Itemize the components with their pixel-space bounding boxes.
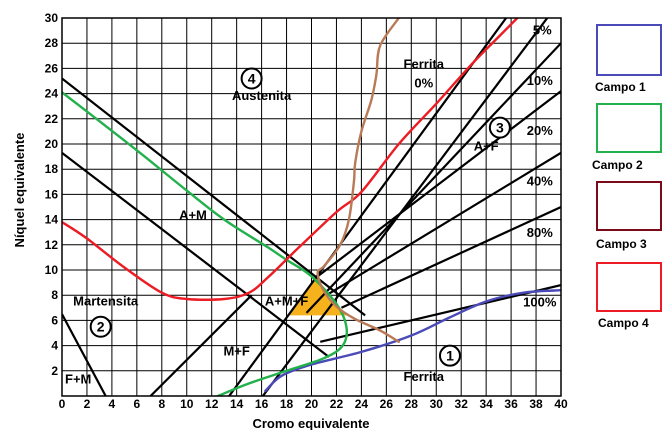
legend-label-campo-3: Campo 3	[596, 237, 647, 251]
boundary-line-f-m-boundary	[62, 313, 107, 396]
legend-label-campo-4: Campo 4	[598, 316, 649, 330]
region-label: 20%	[527, 123, 553, 138]
x-tick-label: 34	[479, 397, 493, 411]
boundary-line-a-m-m-f	[62, 151, 330, 358]
legend-swatch-campo-3	[596, 181, 662, 231]
curve-campo-2	[62, 91, 349, 396]
x-tick-label: 30	[430, 397, 444, 411]
region-label: F+M	[65, 371, 91, 386]
curve-brown	[316, 18, 400, 343]
y-tick-label: 26	[45, 61, 59, 75]
region-label: 40%	[527, 174, 553, 189]
legend-swatch-campo-1	[596, 24, 662, 76]
x-tick-label: 26	[380, 397, 394, 411]
region-label: 80%	[527, 225, 553, 240]
x-tick-label: 28	[405, 397, 419, 411]
y-tick-label: 16	[45, 187, 59, 201]
x-tick-label: 40	[554, 397, 568, 411]
legend-label-campo-1: Campo 1	[595, 80, 646, 94]
boundary-line-20	[317, 90, 561, 278]
region-label: 0%	[414, 75, 433, 90]
region-marker-number: 2	[97, 319, 105, 335]
x-tick-label: 38	[529, 397, 543, 411]
legend-swatch-campo-4	[596, 262, 662, 312]
region-label: 5%	[533, 22, 552, 37]
plot-frame	[61, 17, 562, 397]
y-tick-label: 12	[45, 238, 59, 252]
x-tick-label: 12	[205, 397, 219, 411]
x-tick-label: 32	[455, 397, 469, 411]
y-tick-label: 2	[51, 364, 58, 378]
x-tick-label: 0	[59, 397, 66, 411]
region-label: Martensita	[73, 293, 139, 308]
x-tick-label: 36	[504, 397, 518, 411]
x-tick-label: 6	[134, 397, 141, 411]
x-tick-label: 2	[84, 397, 91, 411]
x-tick-label: 14	[230, 397, 244, 411]
region-label: Austenita	[232, 88, 292, 103]
y-tick-label: 10	[45, 263, 59, 277]
region-marker-number: 4	[248, 70, 256, 86]
y-tick-label: 24	[45, 87, 59, 101]
x-tick-label: 18	[280, 397, 294, 411]
boundary-line-100	[319, 284, 561, 343]
region-label: 100%	[523, 295, 557, 310]
region-marker-circle	[240, 67, 263, 90]
x-tick-label: 8	[158, 397, 165, 411]
x-tick-label: 20	[305, 397, 319, 411]
x-tick-label: 4	[109, 397, 116, 411]
region-label: 10%	[527, 73, 553, 88]
boundary-line-10	[305, 42, 561, 314]
region-marker-circle	[488, 116, 511, 139]
x-tick-label: 22	[330, 397, 344, 411]
x-tick-label: 24	[355, 397, 369, 411]
region-label: A+M+F	[265, 293, 308, 308]
y-tick-label: 8	[51, 288, 58, 302]
boundary-line-a-m-a	[62, 77, 366, 317]
region-label: Ferrita	[404, 56, 445, 71]
y-tick-label: 22	[45, 112, 59, 126]
region-label: A+M	[179, 208, 207, 223]
curve-campo-4	[62, 18, 519, 301]
y-tick-label: 18	[45, 162, 59, 176]
region-marker-number: 1	[446, 348, 454, 364]
y-tick-label: 28	[45, 36, 59, 50]
curve-campo-1	[264, 289, 561, 393]
x-tick-label: 16	[255, 397, 269, 411]
y-tick-label: 30	[45, 11, 59, 25]
x-axis-title: Cromo equivalente	[252, 416, 369, 430]
region-marker-number: 3	[496, 120, 504, 136]
boundary-line-m-m-f	[149, 294, 253, 396]
boundary-line-0	[228, 18, 507, 396]
legend-label-campo-2: Campo 2	[592, 158, 643, 172]
region-marker-circle	[89, 315, 112, 338]
boundary-line-40	[325, 151, 561, 297]
y-tick-label: 4	[51, 339, 58, 353]
region-label: A+F	[474, 138, 499, 153]
boundary-line-80	[340, 206, 561, 309]
region-label: Ferrita	[404, 369, 445, 384]
y-tick-label: 14	[45, 213, 59, 227]
y-tick-label: 6	[51, 313, 58, 327]
legend-swatch-campo-2	[596, 103, 662, 153]
x-tick-label: 10	[180, 397, 194, 411]
region-label: M+F	[223, 344, 249, 359]
y-axis-title: Níquel equivalente	[12, 133, 27, 248]
y-tick-label: 20	[45, 137, 59, 151]
region-marker-circle	[438, 344, 461, 367]
